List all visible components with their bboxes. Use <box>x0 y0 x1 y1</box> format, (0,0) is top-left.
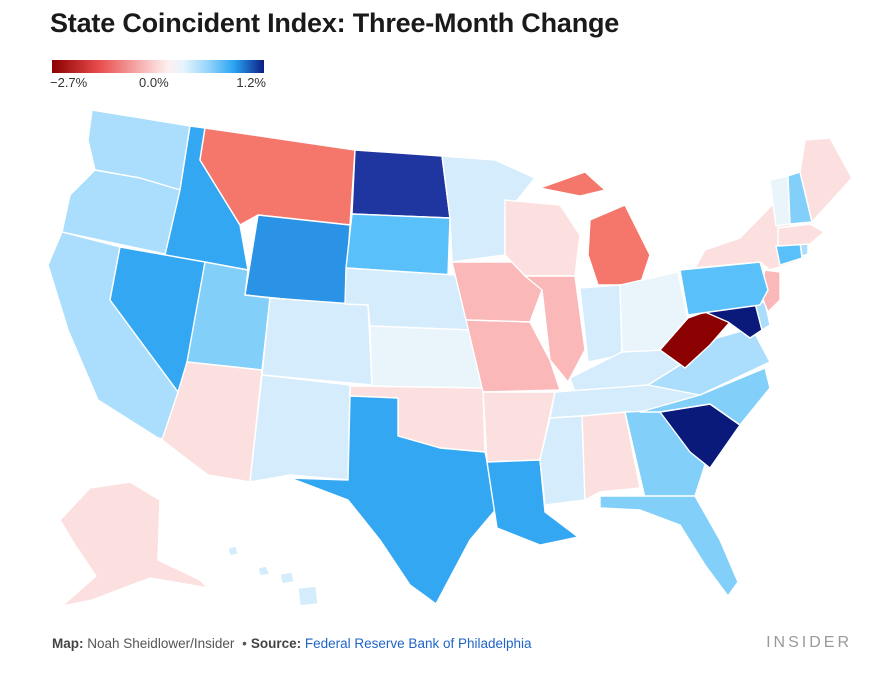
state-ME[interactable] <box>799 137 853 223</box>
state-IL[interactable] <box>524 275 586 383</box>
source-link[interactable]: Federal Reserve Bank of Philadelphia <box>304 636 532 651</box>
legend-min-label: −2.7% <box>50 75 88 90</box>
legend-max-label: 1.2% <box>236 75 266 90</box>
state-AK[interactable] <box>59 481 209 607</box>
footer-credits: Map: Noah Sheidlower/Insider • Source: Fe… <box>52 636 532 651</box>
state-TX[interactable] <box>289 395 498 605</box>
source-label: Source: <box>250 636 302 651</box>
legend-mid-label: 0.0% <box>139 75 169 90</box>
map-credit: Noah Sheidlower/Insider <box>87 636 235 651</box>
state-NM[interactable] <box>249 374 351 483</box>
state-MS[interactable] <box>539 415 586 506</box>
state-KS[interactable] <box>369 325 484 389</box>
state-HI[interactable] <box>227 545 319 607</box>
state-WY[interactable] <box>244 214 351 306</box>
color-legend: −2.7% 0.0% 1.2% <box>50 60 266 91</box>
state-SD[interactable] <box>345 213 451 276</box>
state-IN[interactable] <box>579 284 623 363</box>
us-states-map <box>47 109 853 607</box>
state-CO[interactable] <box>261 297 373 386</box>
state-FL[interactable] <box>599 495 739 597</box>
state-ND[interactable] <box>351 149 451 219</box>
map-credit-label: Map: <box>52 636 84 651</box>
credit-separator: • <box>242 636 247 651</box>
state-WI[interactable] <box>504 199 581 277</box>
insider-logo: INSIDER <box>766 634 852 651</box>
legend-gradient-bar <box>52 60 264 73</box>
page-title: State Coincident Index: Three-Month Chan… <box>50 8 620 38</box>
state-MA[interactable] <box>777 223 825 247</box>
state-MO[interactable] <box>465 319 561 393</box>
state-AL[interactable] <box>581 411 641 501</box>
